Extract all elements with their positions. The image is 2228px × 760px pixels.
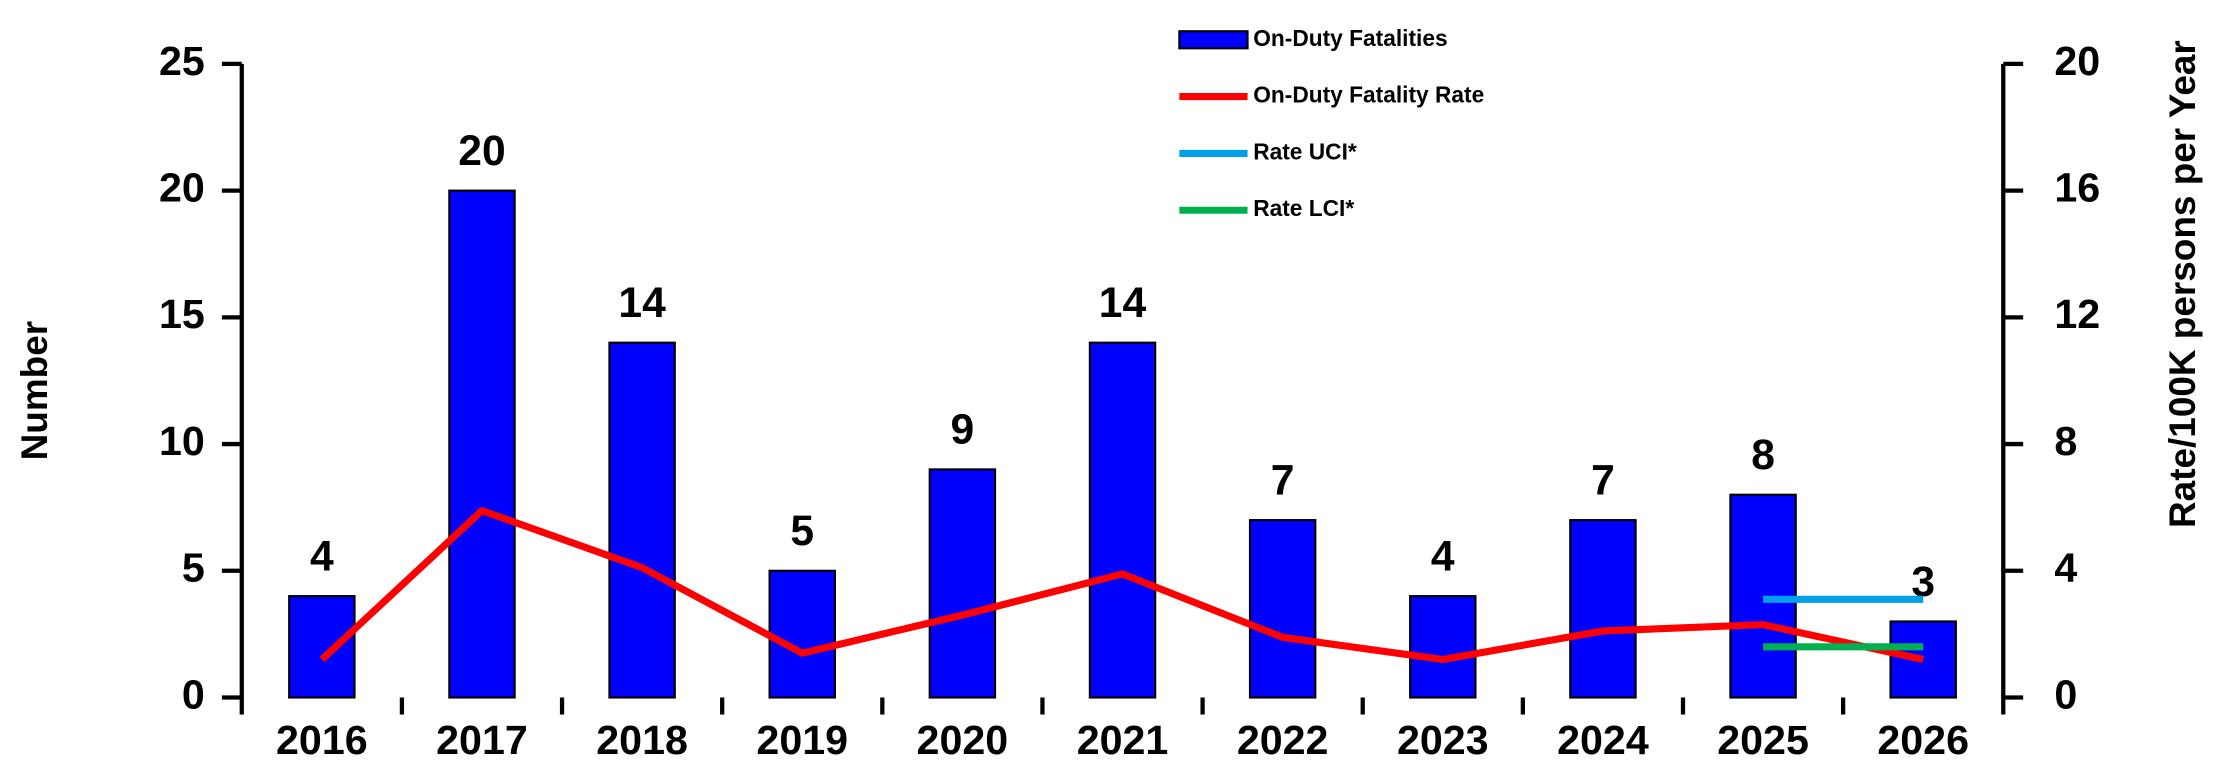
y-axis-label: Number	[14, 321, 55, 461]
data-label: 7	[1271, 456, 1295, 504]
bar	[608, 341, 676, 699]
legend-label: On-Duty Fatality Rate	[1253, 82, 1484, 108]
y-tick-label: 20	[159, 165, 205, 211]
x-tick-label: 2021	[1077, 717, 1169, 760]
x-tick-label: 2019	[756, 717, 848, 760]
y-tick-label: 5	[182, 545, 205, 591]
data-label: 8	[1751, 431, 1775, 479]
bar	[1569, 519, 1637, 699]
bar	[1889, 620, 1957, 699]
x-tick-label: 2024	[1557, 717, 1649, 760]
data-label: 14	[618, 279, 666, 327]
legend-label: On-Duty Fatalities	[1253, 25, 1447, 51]
x-tick-label: 2020	[917, 717, 1009, 760]
y-tick-label: 15	[159, 291, 205, 337]
bar	[768, 569, 836, 699]
y-tick-label: 25	[159, 38, 205, 84]
x-tick-label: 2025	[1717, 717, 1809, 760]
bar	[1409, 595, 1477, 699]
bar	[1248, 519, 1317, 699]
data-label: 7	[1591, 456, 1615, 504]
y2-tick-label: 8	[2054, 418, 2077, 464]
data-label: 5	[790, 507, 814, 555]
x-tick-label: 2023	[1397, 717, 1489, 760]
legend-swatch	[1178, 30, 1249, 50]
bar	[448, 189, 516, 699]
x-tick-label: 2017	[436, 717, 528, 760]
y2-tick-label: 20	[2054, 38, 2100, 84]
x-tick-label: 2026	[1877, 717, 1969, 760]
y-tick-label: 0	[182, 671, 205, 717]
data-label: 4	[310, 532, 334, 580]
bar	[288, 595, 356, 699]
x-tick-label: 2022	[1237, 717, 1329, 760]
x-tick-label: 2016	[276, 717, 368, 760]
y-tick-label: 10	[159, 418, 205, 464]
y2-tick-label: 4	[2054, 545, 2077, 591]
bar	[928, 468, 997, 699]
legend-label: Rate UCI*	[1253, 138, 1357, 164]
data-label: 4	[1431, 532, 1455, 580]
y2-tick-label: 12	[2054, 291, 2100, 337]
y2-axis-label: Rate/100K persons per Year	[2162, 40, 2203, 528]
line	[319, 507, 1924, 664]
bar	[1088, 341, 1157, 699]
data-label: 3	[1911, 558, 1935, 606]
data-label: 9	[951, 406, 975, 454]
data-label: 14	[1099, 279, 1147, 327]
y2-tick-label: 16	[2054, 165, 2100, 211]
x-tick-label: 2018	[596, 717, 688, 760]
y2-tick-label: 0	[2054, 671, 2077, 717]
legend-label: Rate LCI*	[1253, 195, 1354, 221]
data-label: 20	[458, 127, 505, 175]
